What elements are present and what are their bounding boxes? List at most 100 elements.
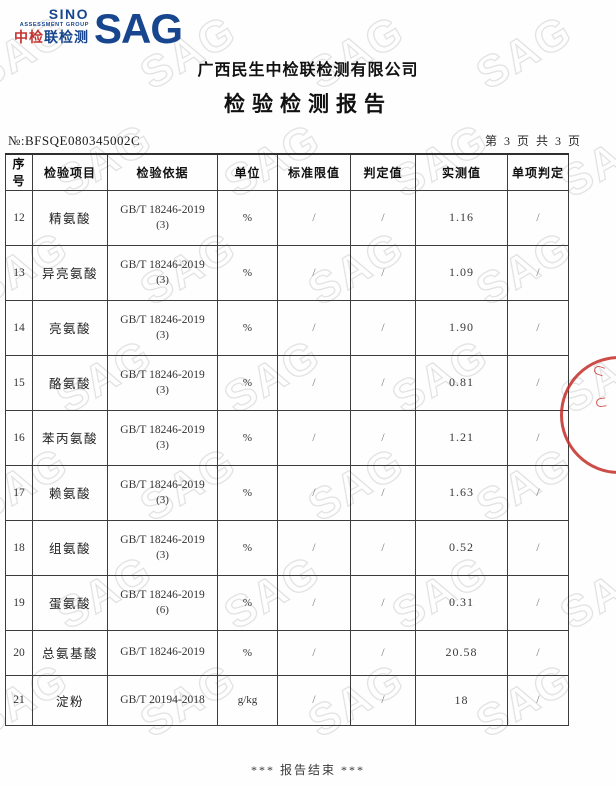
report-title: 检验检测报告	[224, 93, 392, 116]
cell-item-judge: /	[507, 674, 569, 726]
cell-test-basis: GB/T 18246-2019 (3)	[107, 299, 218, 356]
cell-test-basis: GB/T 18246-2019 (6)	[107, 574, 218, 631]
cell-test-item: 亮氨酸	[32, 299, 108, 356]
table-row: 13 异亮氨酸 GB/T 18246-2019 (3) % / / 1.09 /	[5, 244, 569, 301]
cell-result: 1.09	[415, 244, 508, 301]
col-header-unit: 单位	[217, 153, 278, 191]
cell-limit: /	[277, 674, 351, 726]
cell-serial-no: 14	[5, 299, 33, 356]
cell-unit: %	[217, 464, 278, 521]
sag-logo: SINO ASSESSMENT GROUP 中检联检测 SAG	[14, 7, 183, 49]
cell-item-judge: /	[507, 244, 569, 301]
table-row: 18 组氨酸 GB/T 18246-2019 (3) % / / 0.52 /	[5, 519, 569, 576]
cell-unit: %	[217, 299, 278, 356]
cell-item-judge: /	[507, 299, 569, 356]
table-row: 17 赖氨酸 GB/T 18246-2019 (3) % / / 1.63 /	[5, 464, 569, 521]
report-number-value: BFSQE080345002C	[25, 133, 141, 148]
cell-test-item: 蛋氨酸	[32, 574, 108, 631]
table-header-row: 序号 检验项目 检验依据 单位 标准限值 判定值 实测值 单项判定	[5, 153, 569, 191]
cell-test-basis: GB/T 20194-2018	[107, 674, 218, 726]
report-number: №:BFSQE080345002C	[8, 133, 140, 149]
col-header-no: 序号	[5, 153, 33, 191]
cell-result: 0.81	[415, 354, 508, 411]
cell-serial-no: 20	[5, 629, 33, 676]
cell-judge-value: /	[350, 189, 416, 246]
cell-limit: /	[277, 354, 351, 411]
cell-result: 1.16	[415, 189, 508, 246]
cell-serial-no: 12	[5, 189, 33, 246]
cell-test-item: 精氨酸	[32, 189, 108, 246]
cell-unit: %	[217, 519, 278, 576]
cell-judge-value: /	[350, 354, 416, 411]
cell-result: 20.58	[415, 629, 508, 676]
cell-test-item: 总氨基酸	[32, 629, 108, 676]
logo-chinese-red: 中检	[14, 29, 44, 46]
table-row: 19 蛋氨酸 GB/T 18246-2019 (6) % / / 0.31 /	[5, 574, 569, 631]
cell-test-basis: GB/T 18246-2019 (3)	[107, 519, 218, 576]
cell-result: 1.63	[415, 464, 508, 521]
cell-test-basis: GB/T 18246-2019 (3)	[107, 189, 218, 246]
seal-mark	[595, 397, 607, 408]
col-header-item-judge: 单项判定	[507, 153, 569, 191]
page-indicator: 第 3 页 共 3 页	[484, 134, 582, 148]
cell-limit: /	[277, 629, 351, 676]
cell-test-item: 苯丙氨酸	[32, 409, 108, 466]
cell-test-item: 酪氨酸	[32, 354, 108, 411]
cell-judge-value: /	[350, 299, 416, 356]
report-number-label: №:	[8, 133, 26, 148]
table-row: 21 淀粉 GB/T 20194-2018 g/kg / / 18 /	[5, 674, 569, 726]
results-table: 序号 检验项目 检验依据 单位 标准限值 判定值 实测值 单项判定 12 精氨酸…	[5, 153, 569, 726]
logo-assessment-group-text: ASSESSMENT GROUP	[19, 21, 89, 28]
cell-test-item: 异亮氨酸	[32, 244, 108, 301]
cell-result: 18	[415, 674, 508, 726]
col-header-basis: 检验依据	[107, 153, 218, 191]
results-table-wrap: 序号 检验项目 检验依据 单位 标准限值 判定值 实测值 单项判定 12 精氨酸…	[5, 153, 616, 726]
cell-test-basis: GB/T 18246-2019	[107, 629, 218, 676]
logo-sino-text: SINO	[48, 6, 89, 22]
cell-test-item: 淀粉	[32, 674, 108, 726]
cell-unit: %	[217, 629, 278, 676]
col-header-item: 检验项目	[32, 153, 108, 191]
cell-test-basis: GB/T 18246-2019 (3)	[107, 409, 218, 466]
logo-text-block: SINO ASSESSMENT GROUP 中检联检测	[14, 7, 89, 45]
meta-row: №:BFSQE080345002C 第 3 页 共 3 页	[8, 132, 608, 149]
cell-unit: %	[217, 354, 278, 411]
cell-unit: %	[217, 189, 278, 246]
cell-test-basis: GB/T 18246-2019 (3)	[107, 354, 218, 411]
cell-limit: /	[277, 244, 351, 301]
cell-limit: /	[277, 464, 351, 521]
table-row: 15 酪氨酸 GB/T 18246-2019 (3) % / / 0.81 /	[5, 354, 569, 411]
cell-unit: %	[217, 574, 278, 631]
cell-unit: %	[217, 409, 278, 466]
cell-serial-no: 13	[5, 244, 33, 301]
cell-limit: /	[277, 189, 351, 246]
cell-result: 1.90	[415, 299, 508, 356]
col-header-judge: 判定值	[350, 153, 416, 191]
cell-item-judge: /	[507, 409, 569, 466]
cell-serial-no: 19	[5, 574, 33, 631]
report-header: SINO ASSESSMENT GROUP 中检联检测 SAG 广西民生中检联检…	[0, 0, 616, 149]
cell-judge-value: /	[350, 629, 416, 676]
table-row: 16 苯丙氨酸 GB/T 18246-2019 (3) % / / 1.21 /	[5, 409, 569, 466]
cell-serial-no: 17	[5, 464, 33, 521]
cell-serial-no: 18	[5, 519, 33, 576]
cell-test-basis: GB/T 18246-2019 (3)	[107, 464, 218, 521]
cell-item-judge: /	[507, 519, 569, 576]
cell-serial-no: 16	[5, 409, 33, 466]
cell-limit: /	[277, 519, 351, 576]
cell-limit: /	[277, 574, 351, 631]
company-name: 广西民生中检联检测有限公司	[197, 62, 419, 79]
cell-test-item: 组氨酸	[32, 519, 108, 576]
cell-judge-value: /	[350, 674, 416, 726]
cell-limit: /	[277, 299, 351, 356]
logo-chinese-name: 中检联检测	[14, 30, 89, 45]
cell-unit: %	[217, 244, 278, 301]
cell-judge-value: /	[350, 244, 416, 301]
table-row: 12 精氨酸 GB/T 18246-2019 (3) % / / 1.16 /	[5, 189, 569, 246]
cell-judge-value: /	[350, 464, 416, 521]
cell-limit: /	[277, 409, 351, 466]
cell-item-judge: /	[507, 464, 569, 521]
table-row: 14 亮氨酸 GB/T 18246-2019 (3) % / / 1.90 /	[5, 299, 569, 356]
cell-result: 0.52	[415, 519, 508, 576]
